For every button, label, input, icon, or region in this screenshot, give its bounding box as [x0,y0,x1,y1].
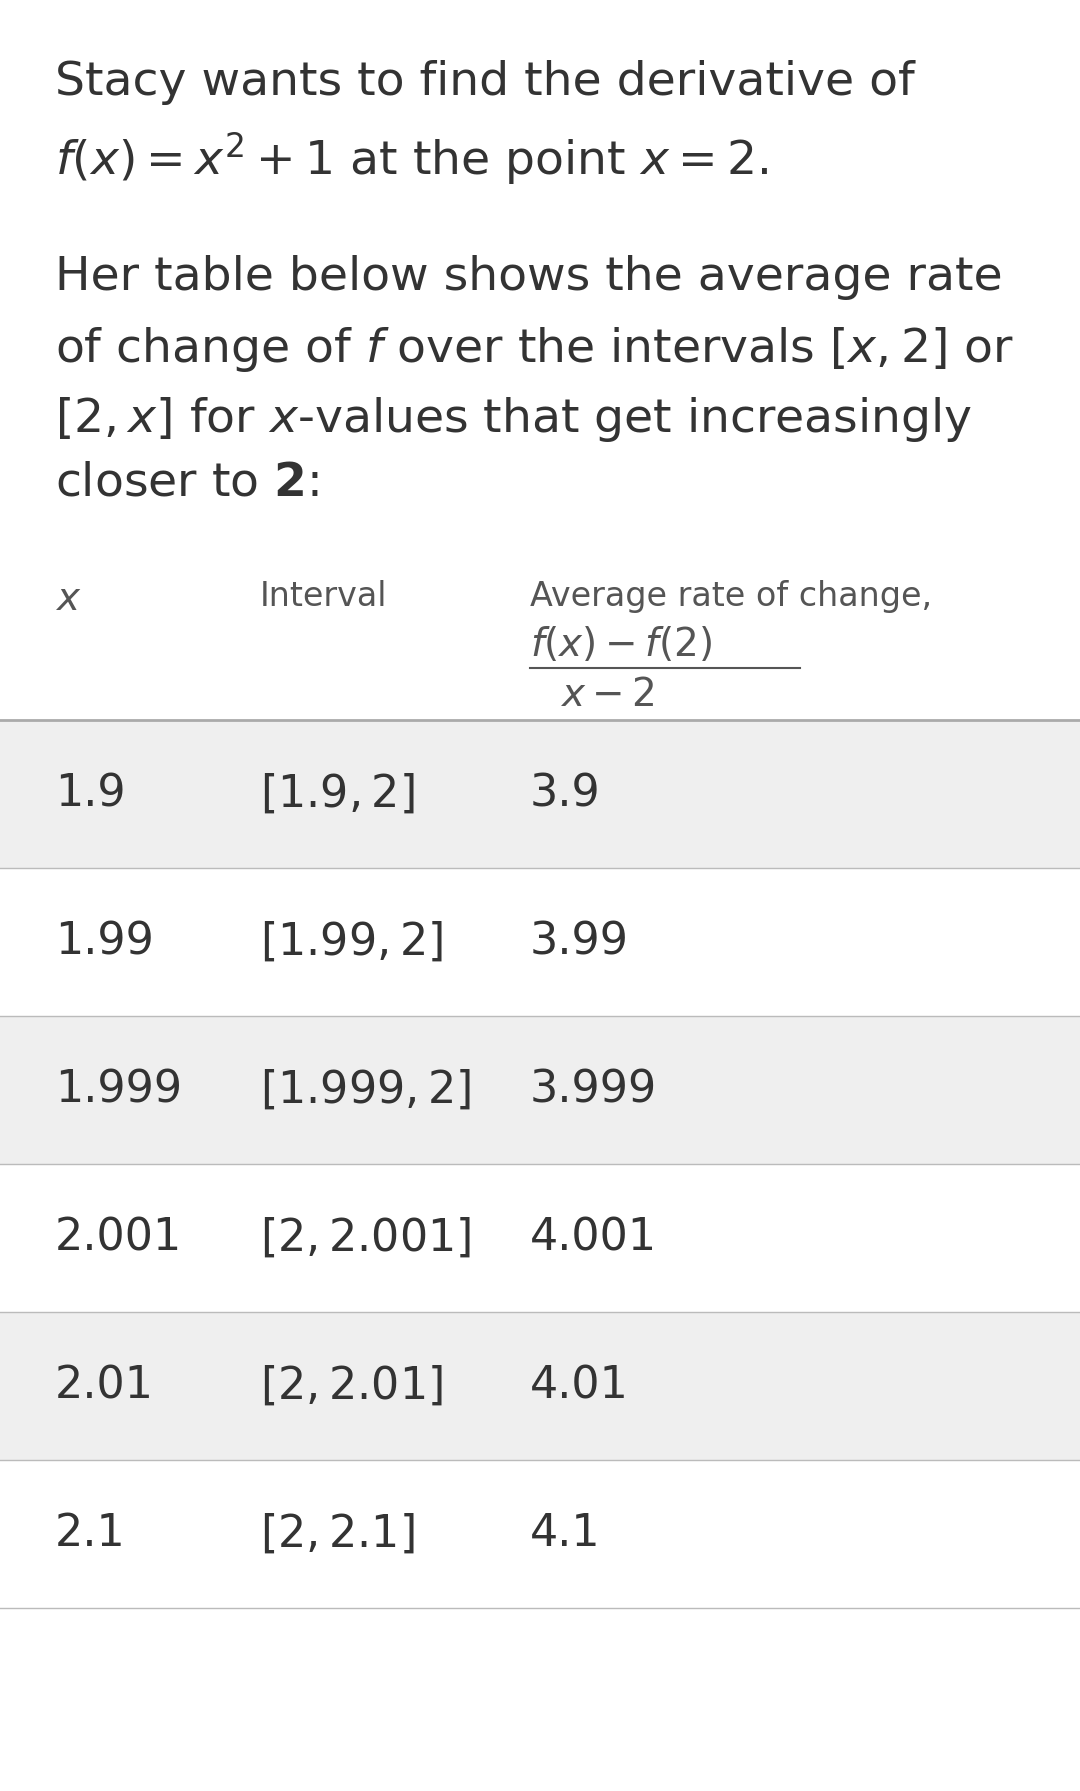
Text: $[1.9, 2]$: $[1.9, 2]$ [260,772,415,817]
Text: $x$: $x$ [55,580,81,618]
Text: $[2, 2.001]$: $[2, 2.001]$ [260,1216,471,1259]
Text: 3.999: 3.999 [530,1069,658,1112]
Bar [0,869,1080,1015]
Text: $f(x) = x^2 + 1$ at the point $x = 2$.: $f(x) = x^2 + 1$ at the point $x = 2$. [55,131,768,186]
Text: $[1.99, 2]$: $[1.99, 2]$ [260,921,443,964]
Text: 2.01: 2.01 [55,1365,154,1408]
Text: 2.001: 2.001 [55,1216,183,1259]
Bar [0,1015,1080,1164]
Text: 1.99: 1.99 [55,921,153,964]
Text: 3.9: 3.9 [530,772,600,815]
Bar [0,1460,1080,1608]
Text: $[2, x]$ for $x$-values that get increasingly: $[2, x]$ for $x$-values that get increas… [55,396,972,444]
Text: $x - 2$: $x - 2$ [561,675,654,715]
Text: Her table below shows the average rate: Her table below shows the average rate [55,254,1002,301]
Text: $[2, 2.01]$: $[2, 2.01]$ [260,1365,443,1408]
Text: 3.99: 3.99 [530,921,629,964]
Text: Average rate of change,: Average rate of change, [530,580,932,613]
Text: 1.999: 1.999 [55,1069,183,1112]
Text: $[2, 2.1]$: $[2, 2.1]$ [260,1512,415,1556]
Text: Stacy wants to find the derivative of: Stacy wants to find the derivative of [55,61,915,106]
Text: 4.001: 4.001 [530,1216,657,1259]
Text: closer to $\mathbf{2}$:: closer to $\mathbf{2}$: [55,460,319,505]
Bar [0,1164,1080,1313]
Text: $[1.999, 2]$: $[1.999, 2]$ [260,1067,471,1112]
Text: 4.01: 4.01 [530,1365,629,1408]
Text: 2.1: 2.1 [55,1513,125,1556]
Text: of change of $f$ over the intervals $[x, 2]$ or: of change of $f$ over the intervals $[x,… [55,324,1014,374]
Bar [0,1313,1080,1460]
Text: 4.1: 4.1 [530,1513,600,1556]
Text: 1.9: 1.9 [55,772,125,815]
Bar [0,720,1080,869]
Text: $f(x) - f(2)$: $f(x) - f(2)$ [530,625,712,664]
Text: Interval: Interval [260,580,388,613]
